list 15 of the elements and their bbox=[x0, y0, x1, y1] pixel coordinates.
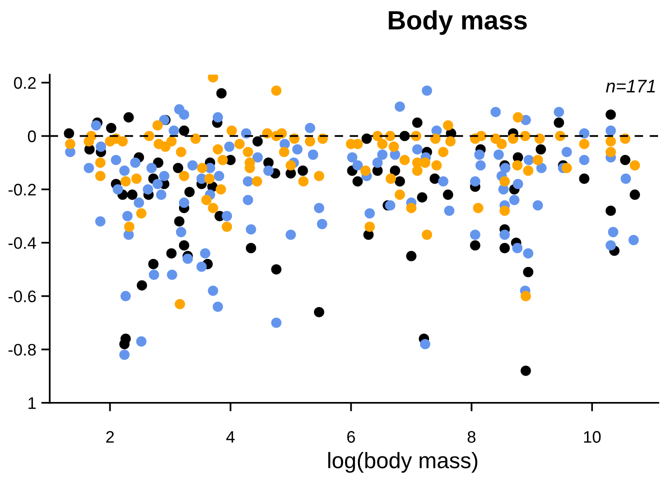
y-tick-label: -0.8 bbox=[8, 344, 36, 356]
x-tick-label: 2 bbox=[106, 431, 114, 443]
y-tick-label: -0.2 bbox=[8, 184, 36, 196]
y-tick-label: -0.6 bbox=[8, 290, 36, 302]
x-tick-label: 6 bbox=[347, 431, 355, 443]
x-tick-label: 4 bbox=[226, 431, 235, 443]
y-tick-label: -0.4 bbox=[8, 237, 36, 249]
x-axis-title: log(body mass) bbox=[328, 452, 478, 473]
y-tick-label: 0.2 bbox=[14, 77, 36, 89]
x-tick-label: 10 bbox=[584, 431, 601, 443]
x-tick-label: 8 bbox=[468, 431, 476, 443]
annotation: n=171 bbox=[606, 80, 655, 92]
chart-title: Body mass bbox=[388, 10, 527, 35]
y-tick-label: 0 bbox=[28, 130, 36, 142]
y-tick-label: 1 bbox=[28, 397, 36, 409]
